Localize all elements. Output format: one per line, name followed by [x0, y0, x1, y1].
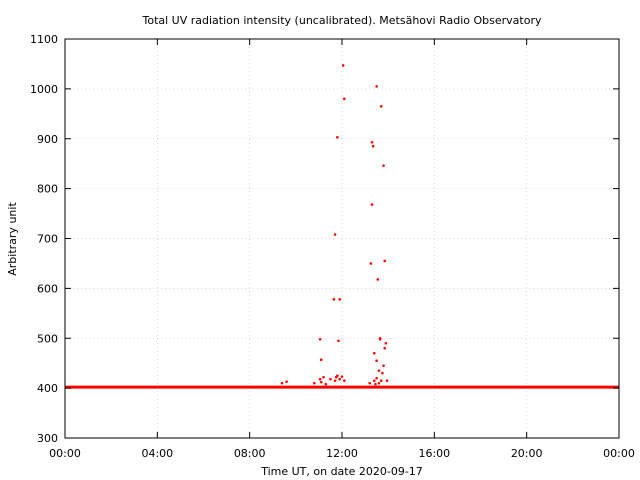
data-point	[384, 341, 388, 345]
y-tick-label: 1000	[30, 83, 58, 96]
x-tick-label: 16:00	[418, 447, 450, 460]
data-point	[382, 364, 385, 367]
data-point	[377, 369, 381, 372]
data-point	[313, 381, 316, 385]
data-point	[368, 381, 372, 385]
y-tick-label: 600	[37, 282, 58, 295]
data-point	[383, 346, 387, 350]
data-point	[324, 382, 328, 386]
data-point	[338, 377, 341, 381]
data-point	[371, 144, 375, 148]
y-tick-label: 800	[37, 183, 58, 196]
data-point	[318, 377, 322, 381]
data-point	[370, 203, 374, 206]
y-tick-label: 900	[37, 133, 58, 146]
data-point	[382, 164, 385, 167]
x-tick-label: 00:00	[603, 447, 635, 460]
data-point	[343, 97, 346, 101]
data-point	[374, 382, 377, 386]
x-axis-label: Time UT, on date 2020-09-17	[260, 465, 423, 478]
x-tick-label: 12:00	[326, 447, 358, 460]
chart-title: Total UV radiation intensity (uncalibrat…	[142, 14, 542, 27]
x-tick-label: 08:00	[234, 447, 266, 460]
data-point	[319, 380, 323, 384]
data-point	[332, 298, 336, 301]
data-point	[375, 85, 378, 88]
y-tick-label: 1100	[30, 33, 58, 46]
data-point	[319, 358, 323, 361]
data-point	[381, 371, 384, 375]
data-point	[333, 379, 337, 382]
data-point	[379, 105, 383, 108]
data-point	[370, 140, 374, 144]
y-tick-label: 700	[37, 233, 58, 246]
y-tick-labels: 300 400 500 600 700 800 900 1000 1100	[30, 33, 58, 445]
data-point	[376, 278, 380, 281]
data-point	[318, 337, 322, 341]
data-point	[338, 298, 341, 301]
data-point	[337, 339, 340, 343]
x-tick-label: 04:00	[141, 447, 173, 460]
grid-lines	[65, 39, 619, 438]
y-tick-label: 300	[37, 432, 58, 445]
x-tick-label: 00:00	[49, 447, 81, 460]
data-point	[336, 135, 339, 139]
x-tick-labels: 00:00 04:00 08:00 12:00 16:00 20:00 00:00	[49, 447, 635, 460]
data-point	[336, 374, 339, 377]
data-point	[333, 233, 337, 236]
axis-ticks	[64, 38, 620, 439]
y-tick-label: 400	[37, 382, 58, 395]
data-point	[285, 380, 288, 383]
data-point	[280, 381, 284, 385]
data-point	[385, 379, 389, 382]
data-point	[378, 336, 382, 340]
data-point	[329, 377, 332, 381]
data-point	[373, 379, 376, 382]
data-point	[375, 376, 378, 380]
data-point	[341, 64, 345, 67]
data-points	[280, 64, 389, 386]
data-point	[383, 259, 387, 263]
y-axis-label: Arbitrary unit	[6, 202, 19, 276]
data-point	[343, 379, 346, 382]
y-tick-label: 500	[37, 332, 58, 345]
data-point	[375, 359, 378, 362]
x-tick-label: 20:00	[511, 447, 543, 460]
data-point	[379, 379, 383, 382]
data-point	[369, 262, 373, 265]
data-point	[377, 381, 381, 385]
data-point	[340, 375, 344, 378]
data-point	[373, 351, 376, 355]
data-point	[322, 375, 325, 379]
